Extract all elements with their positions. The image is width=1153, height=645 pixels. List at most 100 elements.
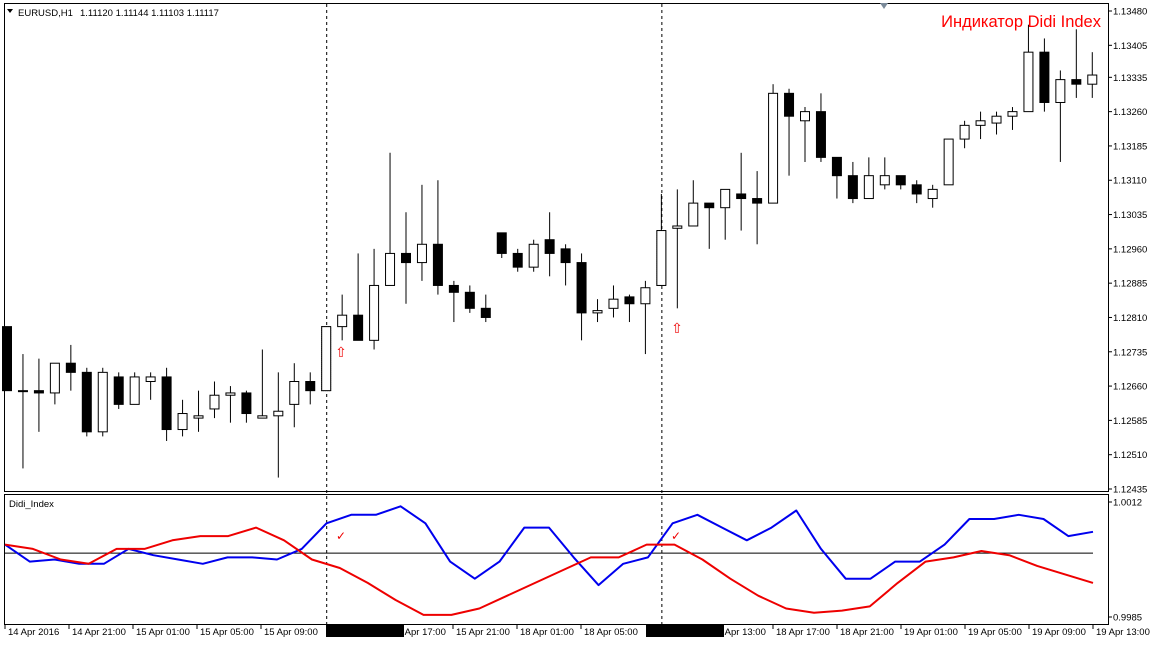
candle-body-bull bbox=[225, 392, 236, 396]
candle-body-bull bbox=[1055, 79, 1066, 103]
candle-body-bull bbox=[608, 298, 619, 309]
candle-body-bear bbox=[847, 175, 858, 200]
candle bbox=[640, 280, 651, 355]
time-tick-label: 18 Apr 13:00 bbox=[712, 627, 766, 638]
candle-body-bull bbox=[369, 284, 380, 341]
candle-body-bear bbox=[1071, 79, 1082, 85]
candle-body-bear bbox=[544, 239, 555, 254]
candle bbox=[608, 285, 619, 318]
price-tick-label: 1.12435 bbox=[1113, 485, 1147, 496]
time-tick-label: 18 Apr 21:00 bbox=[840, 627, 894, 638]
candle bbox=[17, 354, 28, 469]
candle bbox=[560, 244, 571, 286]
candle-body-bull bbox=[1023, 51, 1034, 113]
candle bbox=[305, 372, 316, 405]
candle-body-bull bbox=[129, 376, 140, 405]
candle-body-bull bbox=[1087, 74, 1098, 85]
candle-body-bull bbox=[720, 188, 731, 209]
candle-body-bull bbox=[768, 92, 779, 204]
candle-body-bear bbox=[576, 262, 587, 314]
price-tick-label: 1.12585 bbox=[1113, 416, 1147, 427]
chart-menu-triangle-icon[interactable] bbox=[7, 9, 13, 13]
time-axis: 14 Apr 2016 14 Apr 21:00 15 Apr 01:00 15 Ap… bbox=[4, 625, 1150, 638]
candle-body-bear bbox=[752, 198, 763, 204]
candle-body-bear bbox=[480, 307, 491, 318]
time-tick-label: 15 Apr 21:00 bbox=[456, 627, 510, 638]
candle bbox=[975, 111, 986, 140]
ohlc-readout: 1.11120 1.11144 1.11103 1.11117 bbox=[80, 8, 219, 19]
candle bbox=[863, 157, 874, 200]
candle-body-bull bbox=[863, 175, 874, 200]
candle-body-bull bbox=[927, 188, 938, 200]
candle bbox=[784, 88, 795, 176]
candle bbox=[464, 285, 475, 313]
candle bbox=[656, 193, 667, 286]
candle-body-bull bbox=[959, 124, 970, 140]
candle-body-bull bbox=[416, 243, 427, 264]
candle bbox=[528, 239, 539, 272]
candles bbox=[2, 24, 1098, 478]
price-tick-label: 1.13405 bbox=[1113, 41, 1147, 52]
candle-body-bull bbox=[672, 225, 683, 229]
candle bbox=[592, 299, 603, 323]
time-tick-label: 14 Apr 21:00 bbox=[72, 627, 126, 638]
candle-body-bear bbox=[33, 390, 44, 394]
candle-body-bull bbox=[879, 175, 890, 186]
candle-body-bear bbox=[736, 193, 747, 200]
price-axis: 1.13480 1.13405 1.13335 1.13260 1.13185 1.131… bbox=[1108, 7, 1147, 496]
blue-indicator-line bbox=[4, 505, 1094, 587]
price-panel[interactable] bbox=[4, 3, 1109, 492]
candle bbox=[1071, 29, 1082, 98]
price-tick-label: 1.13185 bbox=[1113, 141, 1147, 152]
candle bbox=[831, 156, 842, 199]
candle bbox=[113, 372, 124, 409]
highlighted-time-label: 2016.04.15 13:00 bbox=[329, 627, 403, 638]
candle-body-bear bbox=[81, 371, 92, 433]
candle bbox=[1007, 107, 1018, 130]
candle bbox=[480, 294, 491, 323]
indicator-name: Didi_Index bbox=[9, 499, 54, 510]
buy-arrow-icon: ⇧ bbox=[335, 344, 347, 360]
candle bbox=[321, 326, 332, 392]
chart-shift-marker-icon[interactable] bbox=[880, 3, 888, 9]
candle-body-bull bbox=[209, 394, 220, 410]
candle bbox=[353, 253, 364, 341]
buy-arrow-icon: ⇧ bbox=[671, 320, 683, 336]
highlighted-time-label-bg bbox=[646, 625, 724, 637]
candle bbox=[401, 212, 411, 304]
candle bbox=[927, 184, 938, 208]
candle-body-bear bbox=[512, 252, 523, 268]
candle-body-bull bbox=[193, 415, 204, 419]
candle bbox=[991, 111, 1002, 135]
time-tick-label: 19 Apr 09:00 bbox=[1032, 627, 1086, 638]
candle bbox=[704, 202, 715, 249]
candle bbox=[2, 326, 12, 392]
candle-body-bear bbox=[401, 252, 411, 264]
candle-body-bear bbox=[65, 362, 76, 373]
candle bbox=[225, 386, 236, 423]
price-tick-label: 1.13035 bbox=[1113, 210, 1147, 221]
candle-body-bear bbox=[895, 175, 906, 186]
candle-body-bull bbox=[17, 390, 28, 393]
candle-body-bull bbox=[49, 362, 60, 394]
candle-body-bull bbox=[656, 230, 667, 286]
candle-body-bull bbox=[592, 310, 603, 314]
time-tick-label: 18 Apr 05:00 bbox=[584, 627, 638, 638]
red-indicator-line bbox=[4, 526, 1094, 616]
candle-body-bear bbox=[560, 248, 571, 264]
candle bbox=[161, 367, 172, 441]
candle-body-bear bbox=[911, 184, 922, 195]
indicator-axis: 1.0012 0.9985 bbox=[1108, 498, 1142, 624]
candle bbox=[688, 180, 699, 227]
candle bbox=[879, 157, 890, 190]
time-tick-label: 19 Apr 05:00 bbox=[968, 627, 1022, 638]
candle bbox=[369, 248, 380, 350]
candle bbox=[432, 180, 443, 295]
candle-body-bear bbox=[815, 111, 826, 158]
candle bbox=[1055, 70, 1066, 162]
candle-body-bear bbox=[241, 392, 252, 415]
price-tick-label: 1.13110 bbox=[1113, 176, 1147, 187]
candle-body-bull bbox=[97, 371, 108, 433]
candle bbox=[81, 367, 92, 437]
